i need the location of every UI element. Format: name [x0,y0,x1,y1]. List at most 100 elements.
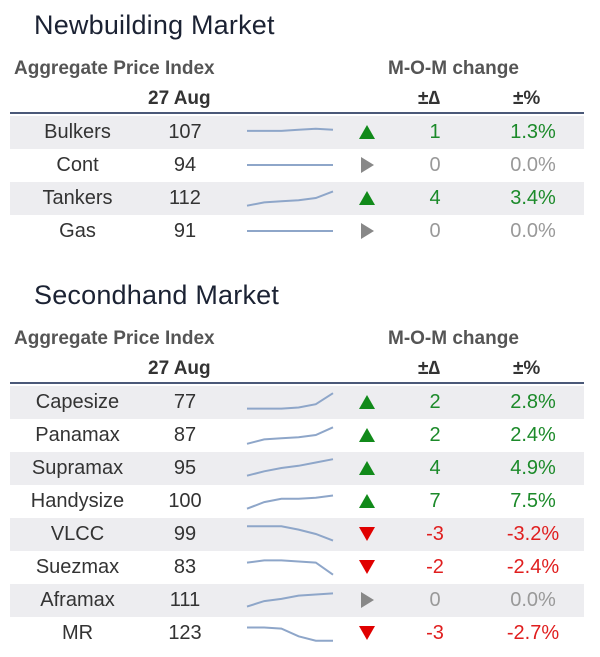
triangle-down-icon [355,622,379,646]
row-name: Bulkers [44,121,111,143]
table-row: Panamax 87 2 2.4% [10,419,584,452]
table-row: Suezmax 83 -2 -2.4% [10,551,584,584]
sparkline [247,626,333,642]
table-row: Handysize 100 7 7.5% [10,485,584,518]
sparkline-path [247,525,334,542]
row-delta: 1 [429,121,441,143]
sparkline-path [247,392,334,410]
sparkline [247,164,333,166]
sparkline [246,494,334,510]
row-value: 112 [169,187,201,209]
index-header: Aggregate Price Index [14,58,215,79]
mom-header: M-O-M change [388,328,519,349]
table-row: Capesize 77 2 2.8% [10,386,584,419]
row-pct: -2.4% [506,556,560,578]
sparkline [247,127,334,132]
sparkline-path [246,559,334,576]
sparkline-path [246,190,334,207]
pct-header: ±% [513,358,541,379]
table-row: Tankers 112 4 3.4% [10,182,584,215]
triangle-right-icon [355,589,379,614]
triangle-right-icon [355,154,379,179]
newbuilding-rows: Bulkers 107 1 1.3% Cont 94 0 0.0% Tankers 112 4 3.4… [10,116,584,248]
triangle-down-icon [355,523,379,547]
triangle-right-icon [355,220,379,245]
section-title: Secondhand Market [34,280,280,310]
triangle-up-icon [355,187,379,211]
row-delta: 0 [429,589,441,611]
row-delta: -2 [426,556,444,578]
row-delta: -3 [426,622,444,644]
table-row: MR 123 -3 -2.7% [10,617,584,650]
row-value: 91 [173,220,197,242]
row-delta: 0 [429,154,441,176]
triangle-up-icon [355,121,379,145]
table-row: Cont 94 0 0.0% [10,149,584,182]
row-pct: 0.0% [510,589,556,611]
date-header: 27 Aug [148,88,211,109]
row-pct: 2.4% [510,424,556,446]
row-pct: 7.5% [510,490,556,512]
date-header: 27 Aug [148,358,211,379]
sparkline [246,190,334,207]
triangle-up-icon [355,457,379,481]
table-row: Bulkers 107 1 1.3% [10,116,584,149]
row-delta: 0 [429,220,441,242]
header-rule [10,382,584,384]
row-delta: 2 [429,424,441,446]
sparkline [246,559,334,576]
table-row: VLCC 99 -3 -3.2% [10,518,584,551]
row-value: 77 [173,391,197,413]
sparkline [246,426,334,445]
row-pct: -3.2% [506,523,560,545]
row-pct: 1.3% [510,121,556,143]
row-delta: 7 [429,490,441,512]
sparkline-path [247,127,334,132]
row-pct: 0.0% [510,154,556,176]
sparkline [247,525,334,542]
table-row: Aframax 111 0 0.0% [10,584,584,617]
row-name: Panamax [35,424,120,446]
row-value: 95 [173,457,197,479]
triangle-up-icon [355,424,379,448]
row-value: 111 [169,589,201,611]
row-value: 99 [173,523,197,545]
sparkline-path [247,626,333,642]
header-rule [10,112,584,114]
row-value: 83 [173,556,197,578]
row-name: Gas [59,220,96,242]
sparkline-path [246,458,334,477]
row-pct: 0.0% [510,220,556,242]
secondhand-rows: Capesize 77 2 2.8% Panamax 87 2 2.4% Supramax 95 4… [10,386,584,650]
row-name: VLCC [50,523,105,545]
row-name: MR [61,622,94,644]
row-name: Cont [56,154,99,176]
triangle-up-icon [355,391,379,415]
row-value: 100 [168,490,202,512]
triangle-down-icon [355,556,379,580]
row-delta: 4 [429,187,441,209]
mom-header: M-O-M change [388,58,519,79]
sparkline [246,458,334,477]
row-delta: 2 [429,391,441,413]
row-value: 94 [173,154,197,176]
row-name: Handysize [30,490,125,512]
row-name: Supramax [31,457,124,479]
table-row: Supramax 95 4 4.9% [10,452,584,485]
triangle-up-icon [355,490,379,514]
pct-header: ±% [513,88,541,109]
row-value: 87 [173,424,197,446]
row-pct: -2.7% [506,622,560,644]
row-value: 123 [168,622,202,644]
row-delta: 4 [429,457,441,479]
sparkline-path [246,426,334,445]
sparkline [247,392,334,410]
row-pct: 4.9% [510,457,556,479]
delta-header: ±∆ [418,88,441,109]
section-title: Newbuilding Market [34,10,275,40]
row-pct: 3.4% [510,187,556,209]
sparkline-path [246,592,334,608]
index-header: Aggregate Price Index [14,328,215,349]
row-value: 107 [168,121,202,143]
row-name: Aframax [40,589,115,611]
